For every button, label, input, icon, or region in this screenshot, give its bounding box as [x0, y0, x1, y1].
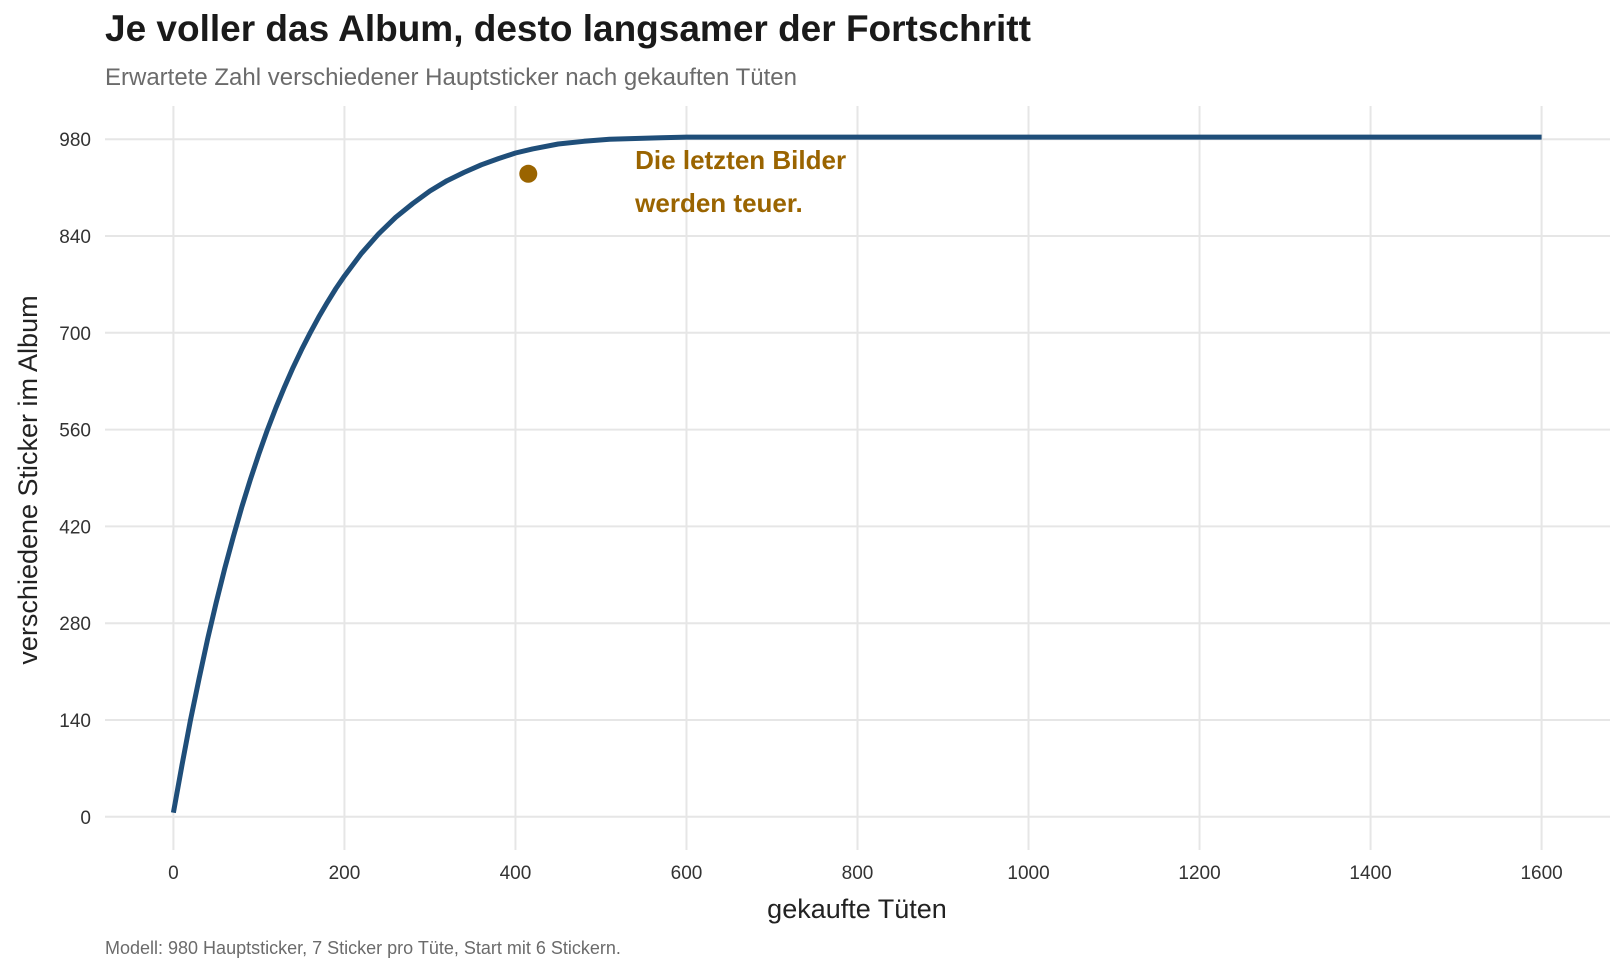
- x-tick-label: 600: [671, 863, 703, 884]
- y-tick-label: 280: [59, 614, 91, 635]
- annotation-group: Die letzten Bilder werden teuer.: [519, 145, 846, 218]
- series-group: [170, 134, 1542, 814]
- x-tick-label: 1200: [1178, 863, 1220, 884]
- x-tick-label: 200: [329, 863, 361, 884]
- x-tick-label: 1000: [1007, 863, 1049, 884]
- annotation-line: werden teuer.: [634, 188, 803, 218]
- y-axis-title: verschiedene Sticker im Album: [13, 295, 43, 664]
- x-tick-labels: 0 200 400 600 800 1000 1200 1400 1600: [168, 863, 1563, 884]
- grid-lines: [105, 106, 1610, 850]
- y-tick-label: 560: [59, 421, 91, 442]
- x-tick-label: 800: [842, 863, 874, 884]
- annotation-line: Die letzten Bilder: [635, 145, 846, 175]
- x-tick-label: 400: [500, 863, 532, 884]
- y-tick-label: 840: [59, 227, 91, 248]
- y-tick-label: 700: [59, 324, 91, 345]
- chart-caption: Modell: 980 Hauptsticker, 7 Sticker pro …: [105, 938, 621, 958]
- x-tick-label: 1600: [1520, 863, 1562, 884]
- y-tick-label: 140: [59, 711, 91, 732]
- highlight-point: [519, 164, 538, 183]
- y-tick-labels: 0 140 280 420 560 700 840 980: [59, 130, 91, 829]
- chart-subtitle: Erwartete Zahl verschiedener Hauptsticke…: [105, 64, 797, 91]
- x-axis-title: gekaufte Tüten: [767, 894, 947, 924]
- x-tick-label: 0: [168, 863, 179, 884]
- x-tick-label: 1400: [1349, 863, 1391, 884]
- y-tick-label: 0: [80, 808, 91, 829]
- y-tick-label: 980: [59, 130, 91, 151]
- chart-title: Je voller das Album, desto langsamer der…: [105, 8, 1031, 49]
- y-tick-label: 420: [59, 517, 91, 538]
- series-line: [170, 134, 1542, 814]
